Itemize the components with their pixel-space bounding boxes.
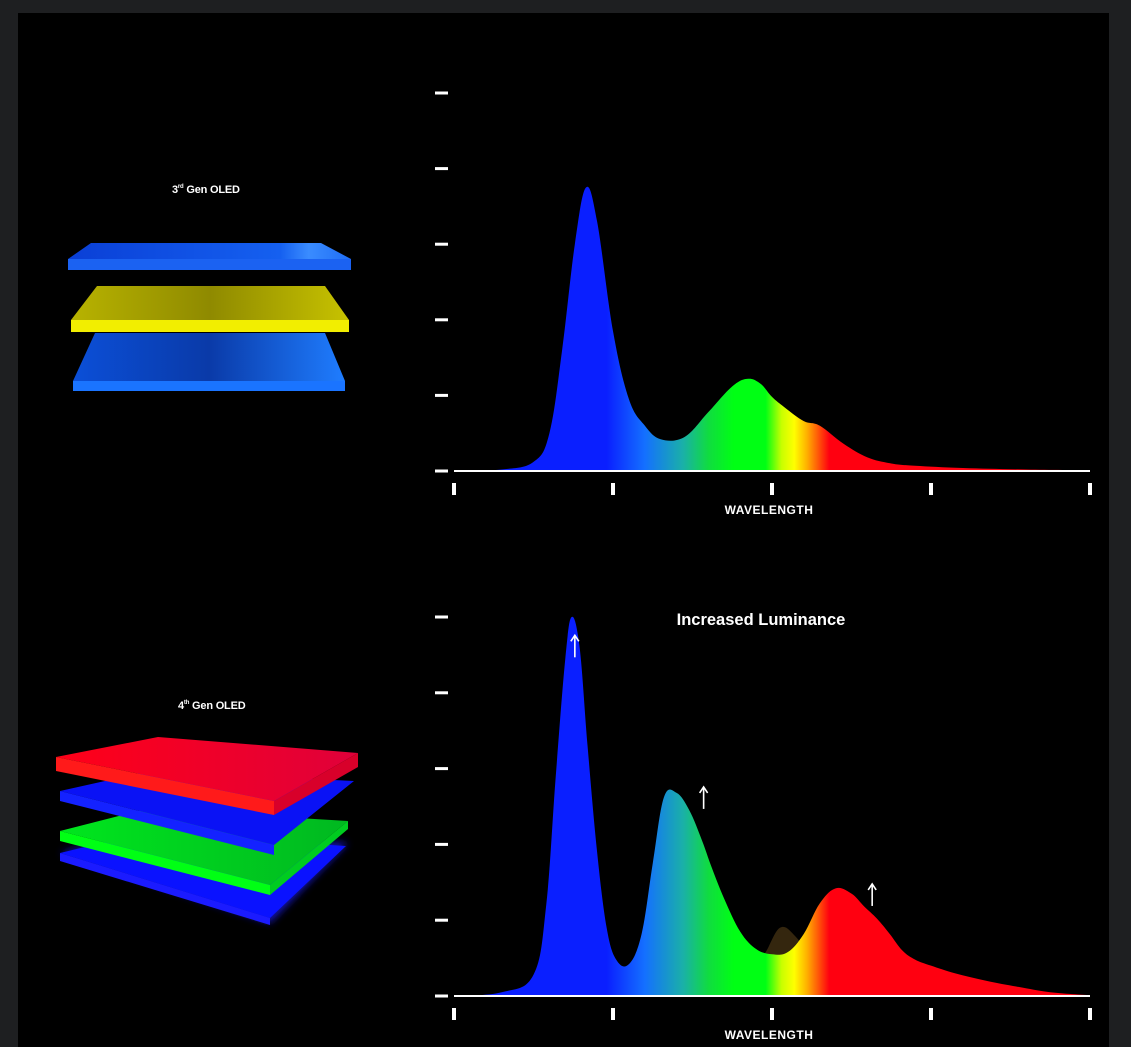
gen4-label: 4th Gen OLED <box>178 700 246 712</box>
gen3-layer-yellow <box>71 286 349 320</box>
gen4-label-number: 4 <box>178 700 184 712</box>
up-arrow-icon <box>867 882 877 906</box>
gen4-label-suffix: th <box>183 700 190 706</box>
figure-panel: 3rd Gen OLED 4th Gen OLED <box>18 13 1109 1047</box>
gen4-layer-red-side <box>274 753 358 815</box>
gen3-layer-blue-top-edge <box>68 259 351 270</box>
gen3-spectrum-chart: WAVELENGTH <box>435 91 1092 517</box>
gen3-layer-blue-top <box>68 243 351 259</box>
4th-gen-oled-spectrum-area <box>454 616 1090 996</box>
gen4-layer-blue-middle-edge <box>60 791 274 855</box>
x-axis-label: WAVELENGTH <box>725 503 814 517</box>
x-axis-label: WAVELENGTH <box>725 1028 814 1042</box>
gen3-label-text: Gen OLED <box>186 184 240 196</box>
gen4-layer-red <box>56 737 358 801</box>
up-arrow-icon <box>570 633 580 658</box>
gen4-layer-red-edge <box>56 757 274 815</box>
chart-title: Increased Luminance <box>677 611 846 629</box>
gen4-label-text: Gen OLED <box>192 700 246 712</box>
3rd-gen-oled-spectrum-area <box>454 186 1090 471</box>
gen3-label: 3rd Gen OLED <box>172 184 240 196</box>
gen3-layer-blue-bottom-edge <box>73 381 345 391</box>
gen4-layer-green-side <box>270 821 348 895</box>
gen3-layer-yellow-edge <box>71 320 349 332</box>
gen4-layer-green-edge <box>60 831 270 895</box>
gen4-layer-stack <box>56 737 358 925</box>
up-arrow-icon <box>698 785 709 809</box>
gen4-spectrum-chart: WAVELENGTH Increased Luminance <box>435 611 1092 1042</box>
gen3-label-suffix: rd <box>177 184 184 190</box>
gen4-layer-blue-bottom-edge <box>60 853 270 925</box>
gen3-layer-stack <box>68 243 351 391</box>
gen3-layer-blue-bottom <box>73 333 345 381</box>
gen3-label-number: 3 <box>172 184 178 196</box>
